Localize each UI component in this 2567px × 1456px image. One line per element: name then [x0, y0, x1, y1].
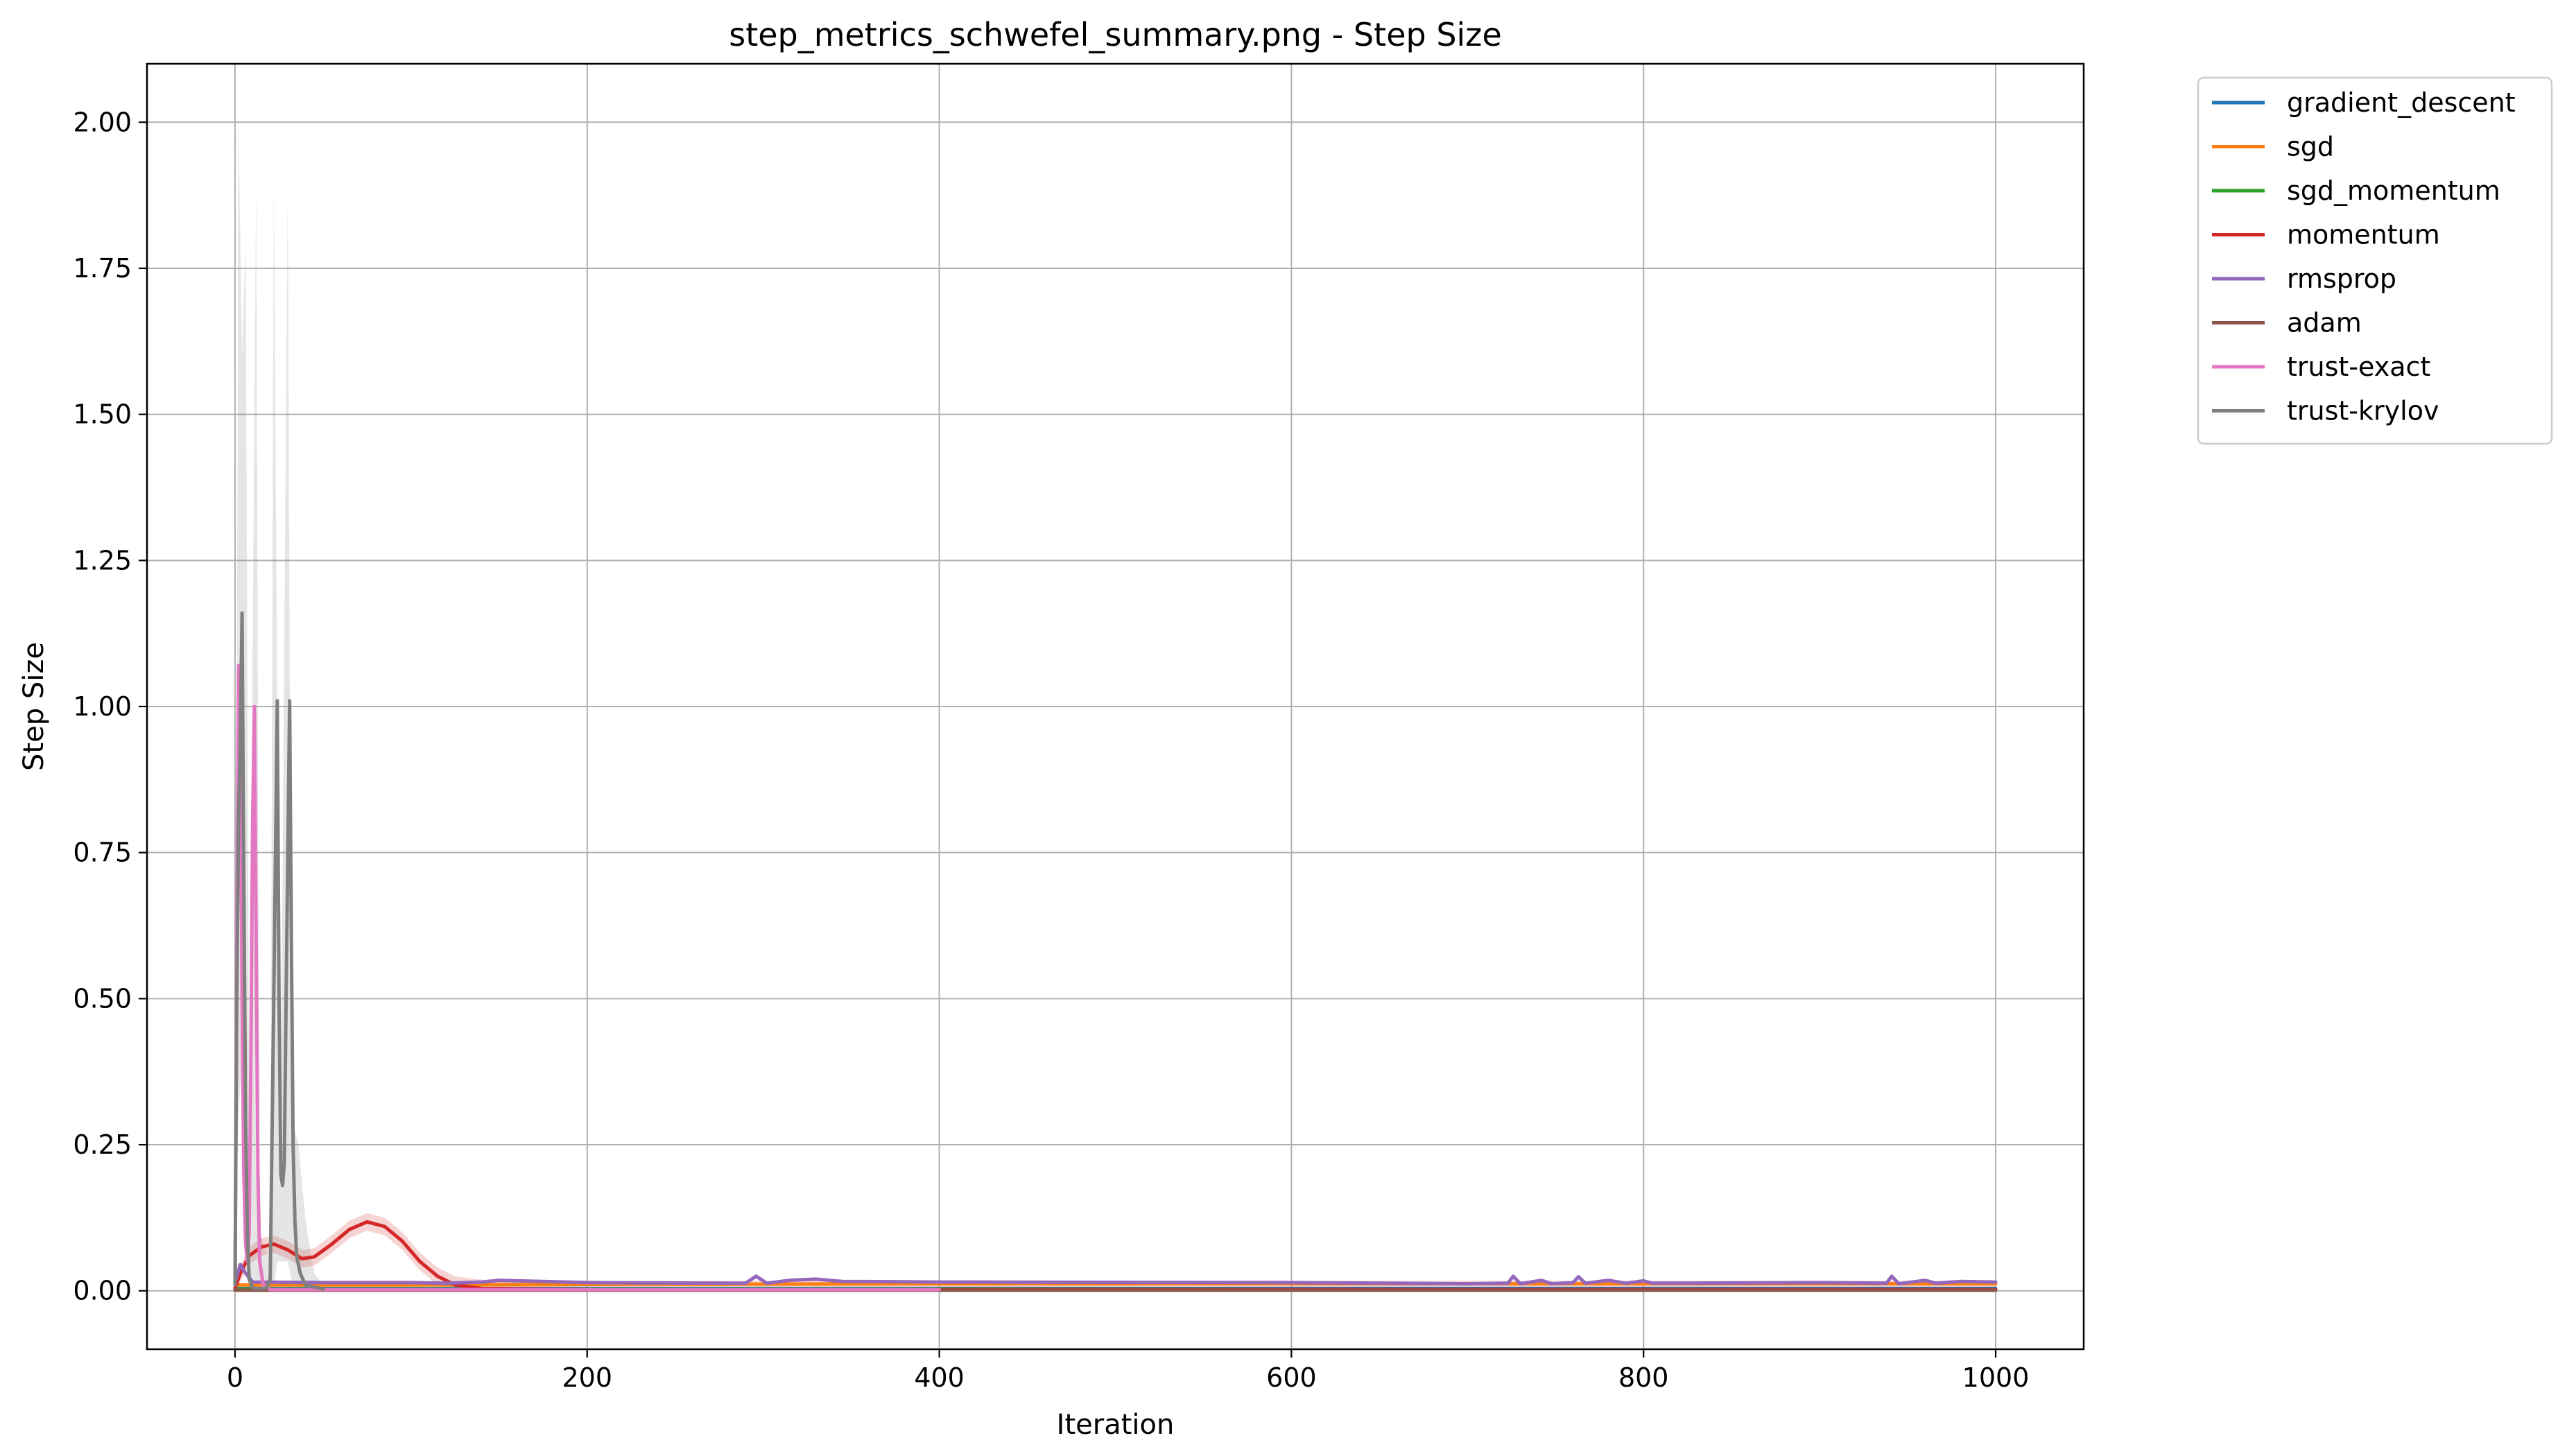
y-tick-label: 0.50	[73, 983, 132, 1014]
legend-label: adam	[2287, 308, 2362, 338]
x-tick-label: 800	[1618, 1362, 1669, 1393]
legend-label: sgd_momentum	[2287, 175, 2500, 206]
series-lines	[233, 611, 1998, 1292]
y-axis-label: Step Size	[18, 642, 50, 771]
y-tick-label: 1.25	[73, 545, 132, 575]
y-tick-label: 0.00	[73, 1276, 132, 1306]
series-line-rmsprop	[233, 1263, 1998, 1286]
x-tick-label: 1000	[1962, 1362, 2030, 1393]
y-tick-label: 0.25	[73, 1129, 132, 1160]
x-tick-label: 400	[914, 1362, 965, 1393]
x-tick-label: 0	[227, 1362, 243, 1393]
legend-label: gradient_descent	[2287, 87, 2516, 118]
legend-box	[2197, 76, 2553, 445]
series-line-trust-krylov	[233, 611, 325, 1291]
y-tick-label: 1.75	[73, 253, 132, 284]
legend-label: trust-krylov	[2287, 396, 2439, 426]
x-tick-label: 200	[562, 1362, 613, 1393]
chart-title: step_metrics_schwefel_summary.png - Step…	[729, 16, 1502, 53]
x-tick-label: 600	[1266, 1362, 1317, 1393]
x-axis-label: Iteration	[1057, 1409, 1175, 1441]
y-tick-label: 0.75	[73, 838, 132, 868]
y-tick-label: 1.50	[73, 399, 132, 430]
legend-label: trust-exact	[2287, 352, 2430, 382]
legend-label: rmsprop	[2287, 263, 2396, 294]
y-tick-label: 2.00	[73, 107, 132, 137]
y-tick-label: 1.00	[73, 691, 132, 722]
series-line-momentum	[233, 1220, 1998, 1292]
y-axis-ticks: 0.00 0.25 0.50 0.75 1.00 1.25 1.50 1.75 2.00	[73, 107, 147, 1306]
x-axis-ticks: 0 200 400 600 800 1000	[227, 1349, 2030, 1393]
legend-label: sgd	[2287, 132, 2334, 162]
grid	[147, 64, 2084, 1349]
legend-label: momentum	[2287, 220, 2440, 250]
